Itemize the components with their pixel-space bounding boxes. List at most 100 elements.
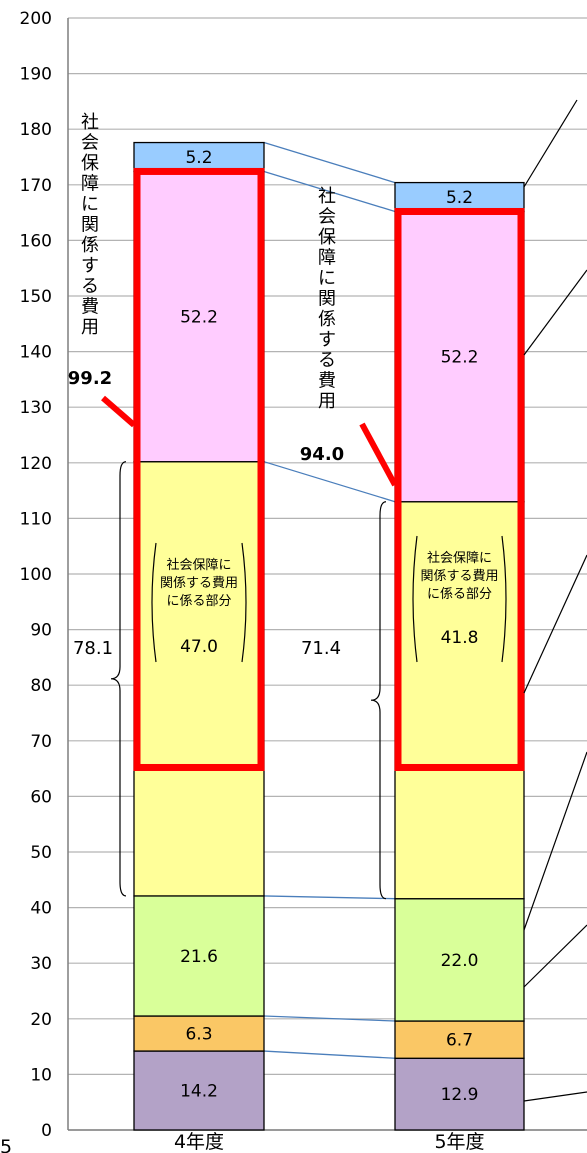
y-tick-label: 130 bbox=[20, 398, 52, 418]
sub-bracket-label: 関係する費用 bbox=[160, 576, 238, 591]
brace-value: 71.4 bbox=[301, 638, 341, 659]
bar-segment bbox=[394, 501, 525, 900]
bar-segment bbox=[133, 461, 265, 897]
bar-segment bbox=[133, 141, 265, 173]
vertical-label-char: 係 bbox=[81, 235, 99, 256]
connector-line bbox=[263, 1050, 396, 1059]
category-labels: 4年度 5年度 5 bbox=[0, 1131, 485, 1153]
connector-line bbox=[263, 1015, 396, 1022]
sub-bracket-label: 社会保障に bbox=[166, 557, 231, 573]
y-tick-label: 0 bbox=[41, 1121, 52, 1141]
vertical-label-char: 費 bbox=[81, 297, 99, 318]
vertical-label-char: す bbox=[318, 330, 336, 351]
y-tick-label: 10 bbox=[30, 1065, 52, 1085]
y-tick-label: 80 bbox=[30, 676, 52, 696]
paren-left bbox=[412, 535, 418, 663]
data-label: 52.2 bbox=[441, 348, 479, 368]
vertical-label-char: に bbox=[81, 194, 99, 215]
page-number: 5 bbox=[0, 1136, 12, 1153]
vertical-label-char: 用 bbox=[81, 317, 99, 338]
vertical-label-char: 費 bbox=[318, 371, 336, 392]
y-tick-label: 180 bbox=[20, 120, 52, 140]
y-tick-label: 150 bbox=[20, 287, 52, 307]
vertical-label-char: 関 bbox=[318, 289, 336, 310]
leader-line bbox=[523, 1091, 587, 1102]
connector-line bbox=[263, 141, 396, 184]
data-label: 5.2 bbox=[185, 148, 212, 168]
data-label: 6.3 bbox=[185, 1025, 212, 1045]
connector-line bbox=[263, 461, 396, 503]
vertical-label-char: 社 bbox=[81, 112, 99, 133]
y-tick-label: 60 bbox=[30, 787, 52, 807]
vertical-label-char: 障 bbox=[81, 174, 99, 195]
vertical-label-char: 会 bbox=[318, 207, 336, 228]
vertical-label-char: る bbox=[81, 276, 99, 297]
y-tick-label: 50 bbox=[30, 843, 52, 863]
leader-line bbox=[523, 99, 578, 188]
vertical-label-char: 障 bbox=[318, 248, 336, 269]
bar-segment bbox=[133, 1015, 265, 1052]
sub-bracket-label: 関係する費用 bbox=[420, 569, 498, 584]
y-tick-label: 200 bbox=[20, 9, 52, 29]
leader-line bbox=[523, 751, 587, 931]
y-tick-label: 100 bbox=[20, 565, 52, 585]
y-tick-label: 190 bbox=[20, 65, 52, 85]
highlight-value: 94.0 bbox=[300, 444, 344, 465]
y-tick-label: 120 bbox=[20, 454, 52, 474]
paren-right bbox=[241, 542, 247, 663]
vertical-label-char: す bbox=[81, 256, 99, 277]
vertical-label-char: に bbox=[318, 268, 336, 289]
vertical-label-char: 保 bbox=[318, 227, 336, 248]
data-label: 52.2 bbox=[180, 308, 218, 328]
bar-segment bbox=[133, 1050, 265, 1131]
data-label: 14.2 bbox=[180, 1082, 218, 1102]
category-label: 4年度 bbox=[174, 1131, 224, 1153]
segment-labels: 14.2 6.3 21.6 52.2 5.2 12.9 6.7 22.0 52.2 5.2 bbox=[180, 148, 478, 1105]
bar-segment bbox=[133, 895, 265, 1017]
vertical-label-char: 保 bbox=[81, 153, 99, 174]
y-tick-label: 20 bbox=[30, 1010, 52, 1030]
y-tick-label: 70 bbox=[30, 732, 52, 752]
y-tick-label: 40 bbox=[30, 899, 52, 919]
y-tick-label: 160 bbox=[20, 231, 52, 251]
leader-line bbox=[523, 269, 587, 356]
category-label: 5年度 bbox=[434, 1131, 484, 1153]
data-label: 22.0 bbox=[441, 951, 479, 971]
vertical-label-char: る bbox=[318, 350, 336, 371]
bar-segment bbox=[394, 1057, 525, 1131]
highlight-box bbox=[133, 167, 265, 771]
y-tick-label: 170 bbox=[20, 176, 52, 196]
leader-lines bbox=[523, 99, 587, 1102]
highlight-value: 99.2 bbox=[68, 368, 112, 389]
vertical-label-char: 用 bbox=[318, 391, 336, 412]
brace-value: 78.1 bbox=[73, 638, 113, 659]
vertical-label-char: 係 bbox=[318, 309, 336, 330]
data-label: 6.7 bbox=[446, 1031, 473, 1051]
highlight-box bbox=[394, 207, 525, 771]
leader-line bbox=[523, 554, 587, 694]
data-label: 5.2 bbox=[446, 188, 473, 208]
bar-segment bbox=[394, 898, 525, 1022]
brace bbox=[370, 501, 387, 900]
bar-segment bbox=[133, 170, 265, 463]
y-axis-ticks: 0 10 20 30 40 50 60 70 80 90 100 110 120 130 140 150 160… bbox=[20, 9, 52, 1141]
sub-bracket-label: に係る部分 bbox=[166, 594, 231, 609]
highlight-pointer bbox=[359, 422, 398, 487]
sub-bracket-value: 41.8 bbox=[441, 628, 479, 648]
y-tick-label: 30 bbox=[30, 954, 52, 974]
y-tick-label: 140 bbox=[20, 343, 52, 363]
vertical-label-char: 社 bbox=[318, 186, 336, 207]
leader-line bbox=[523, 924, 587, 988]
data-label: 21.6 bbox=[180, 947, 218, 967]
y-tick-label: 110 bbox=[20, 509, 52, 529]
y-tick-label: 90 bbox=[30, 621, 52, 641]
paren-right bbox=[501, 535, 507, 663]
data-label: 12.9 bbox=[441, 1085, 479, 1105]
paren-left bbox=[151, 542, 157, 663]
bar-segment bbox=[394, 210, 525, 503]
sub-bracket-value: 47.0 bbox=[180, 637, 218, 657]
connector-line bbox=[263, 895, 396, 900]
connector-line bbox=[263, 170, 396, 213]
